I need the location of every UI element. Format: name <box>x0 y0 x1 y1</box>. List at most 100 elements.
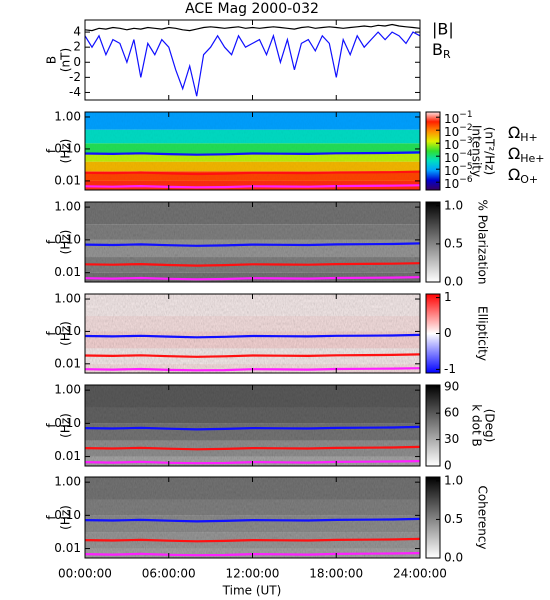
colorbar-tick-label: 0 <box>444 459 452 473</box>
x-tick-label: 12:00:00 <box>226 567 280 581</box>
texture <box>85 294 420 373</box>
colorbar-tick-label-main: 10 <box>444 125 459 139</box>
colorbar-tick-label: 30 <box>444 432 459 446</box>
y-tick-label: 0.01 <box>54 356 81 370</box>
gyrofrequency-legend: ΩHe+ <box>508 144 545 166</box>
colorbar-tick-label: 1 <box>444 290 452 304</box>
gyrofrequency-line <box>85 445 420 451</box>
y-axis-label: (Hz) <box>59 321 73 346</box>
y-tick-label: 1.00 <box>54 200 81 214</box>
colorbar-tick-label: 10−2 <box>444 123 473 139</box>
gyrofrequency-legend-main: Ω <box>508 144 520 163</box>
y-axis-label: f <box>45 148 59 153</box>
gyrofrequency-line <box>85 242 420 247</box>
colorbar-tick-label: 0 <box>444 326 452 340</box>
gyrofrequency-legend-main: Ω <box>508 165 520 184</box>
colorbar-tick-label-sub: −1 <box>459 110 472 120</box>
colorbar-tick-label: 60 <box>444 406 459 420</box>
y-tick-label: 0.10 <box>54 508 81 522</box>
colorbar-label: % Polarization <box>476 200 490 285</box>
colorbar-tick-label-sub: −6 <box>459 175 473 185</box>
y-tick-label: 0.10 <box>54 232 81 246</box>
chart-title: ACE Mag 2000-032 <box>185 1 319 17</box>
gyrofrequency-line <box>85 170 420 176</box>
y-axis-label: B <box>45 56 59 64</box>
y-tick-label: 0.10 <box>54 141 81 155</box>
gyrofrequency-line <box>85 353 420 358</box>
gyrofrequency-line <box>85 333 420 339</box>
y-axis-label: f <box>45 331 59 336</box>
legend-label: BR <box>432 40 451 62</box>
gyrofrequency-legend-main: Ω <box>508 123 520 142</box>
y-axis-label: (Hz) <box>59 505 73 530</box>
gyrofrequency-line <box>85 151 420 156</box>
colorbar-label: Coherency <box>476 485 490 549</box>
y-tick-label: 2 <box>73 40 81 54</box>
y-tick-label: 0.10 <box>54 324 81 338</box>
legend-label-main: B <box>432 40 443 59</box>
y-axis-label: (Hz) <box>59 413 73 438</box>
gyrofrequency-legend: ΩH+ <box>508 123 538 145</box>
colorbar-tick-label-sub: −5 <box>459 162 472 172</box>
plot-frame <box>84 19 421 101</box>
x-tick-label: 06:00:00 <box>142 567 196 581</box>
colorbar-label: Intensity <box>470 125 484 177</box>
gyrofrequency-line <box>85 537 420 543</box>
legend-label: |B| <box>432 20 454 39</box>
y-tick-label: 0.01 <box>54 173 81 187</box>
y-tick-label: 1.00 <box>54 475 81 489</box>
y-tick-label: 1.00 <box>54 292 81 306</box>
y-tick-label: 1.00 <box>54 109 81 123</box>
colorbar-tick-label: 10−6 <box>444 175 473 191</box>
legend-label-sub: R <box>443 48 451 61</box>
gyrofrequency-legend-sub: O+ <box>520 173 538 186</box>
colorbar-tick-label: 10−5 <box>444 162 473 178</box>
x-tick-label: 18:00:00 <box>309 567 363 581</box>
gyrofrequency-line <box>85 425 420 431</box>
x-tick-label: 24:00:00 <box>393 567 447 581</box>
gyrofrequency-line <box>85 262 420 267</box>
y-axis-label: f <box>45 423 59 428</box>
x-tick-label: 00:00:00 <box>58 567 112 581</box>
colorbar-label: (Deg) <box>483 409 497 443</box>
colorbar-tick-label: 1.0 <box>444 473 463 487</box>
colorbar-tick-label: 0.5 <box>444 512 463 526</box>
colorbar-tick-label: 1.0 <box>444 198 463 212</box>
colorbar-tick-label-main: 10 <box>444 177 459 191</box>
colorbar-tick-label: 10−4 <box>444 149 473 165</box>
gyrofrequency-line <box>85 517 420 523</box>
series-line <box>85 23 420 32</box>
y-tick-label: 0.01 <box>54 449 81 463</box>
series-line <box>85 31 420 97</box>
y-axis-label: f <box>45 239 59 244</box>
y-tick-label: -4 <box>69 85 81 99</box>
y-axis-label: (nT) <box>59 48 73 72</box>
colorbar-tick-label-sub: −2 <box>459 123 472 133</box>
y-axis-label: (Hz) <box>59 230 73 255</box>
y-tick-label: 1.00 <box>54 383 81 397</box>
colorbar-label: k dot B <box>470 404 484 446</box>
colorbar <box>425 201 441 283</box>
colorbar-tick-label: 10−3 <box>444 136 473 152</box>
colorbar <box>425 476 441 559</box>
texture <box>85 385 420 466</box>
colorbar-tick-label-main: 10 <box>444 151 459 165</box>
colorbar-tick-label: 0.5 <box>444 236 463 250</box>
colorbar-tick-label-main: 10 <box>444 112 459 126</box>
gyrofrequency-legend: ΩO+ <box>508 165 538 187</box>
colorbar-tick-label-main: 10 <box>444 164 459 178</box>
colorbar-tick-label: 90 <box>444 379 459 393</box>
y-tick-label: 0.01 <box>54 265 81 279</box>
colorbar-tick-label: 0.0 <box>444 551 463 565</box>
colorbar-tick-label: 10−1 <box>444 110 473 126</box>
texture <box>85 112 420 190</box>
colorbar-tick-label: 0.0 <box>444 275 463 289</box>
colorbar-tick-label: -1 <box>444 362 456 376</box>
gyrofrequency-legend-sub: He+ <box>520 152 544 165</box>
colorbar-tick-label-sub: −3 <box>459 136 472 146</box>
colorbar-tick-label-sub: −4 <box>459 149 473 159</box>
y-tick-label: 4 <box>73 25 81 39</box>
colorbar <box>425 384 441 467</box>
y-tick-label: 0.10 <box>54 416 81 430</box>
y-tick-label: 0 <box>73 55 81 69</box>
